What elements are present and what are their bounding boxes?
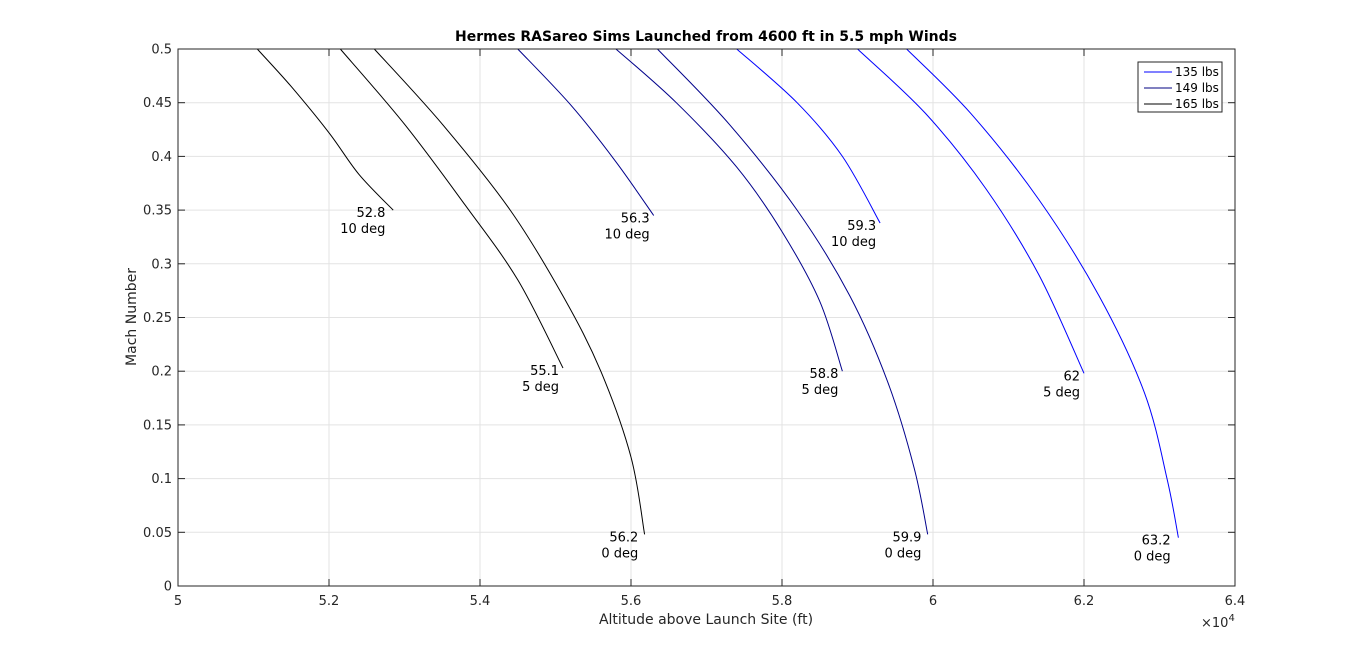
y-tick-label: 0.2 xyxy=(151,365,172,380)
annotation-value: 56.3 xyxy=(621,211,650,226)
x-exponent-base: ×10 xyxy=(1201,616,1228,631)
series-line xyxy=(736,48,881,224)
ticks-group: 5 5.2 5.4 5.6 5.8 6 6.2 6.4 0 0.05 0.1 0.15 0.2 0.25 0… xyxy=(143,43,1245,610)
annotation-angle: 10 deg xyxy=(604,227,649,242)
annotation-angle: 10 deg xyxy=(831,235,876,250)
annotation-value: 58.8 xyxy=(809,367,838,382)
annotation-value: 59.9 xyxy=(892,530,921,545)
x-axis-exponent: ×104 xyxy=(1201,613,1235,631)
x-tick-label: 5 xyxy=(174,594,182,609)
annotation-angle: 5 deg xyxy=(801,383,838,398)
series-line xyxy=(857,48,1085,374)
annotation-angle: 0 deg xyxy=(885,546,922,561)
y-tick-label: 0.15 xyxy=(143,418,172,433)
annotation-value: 56.2 xyxy=(609,530,638,545)
series-line xyxy=(256,48,394,211)
legend: 135 lbs 149 lbs 165 lbs xyxy=(1137,61,1223,113)
annotation-value: 63.2 xyxy=(1142,534,1171,549)
x-tick-label: 6 xyxy=(929,594,937,609)
y-tick-label: 0.45 xyxy=(143,96,172,111)
x-exponent-power: 4 xyxy=(1228,613,1234,624)
series-line xyxy=(373,48,646,535)
x-tick-label: 6.4 xyxy=(1225,594,1246,609)
series-group xyxy=(256,48,1179,538)
y-tick-label: 0.35 xyxy=(143,204,172,219)
series-line xyxy=(906,48,1179,538)
chart-title: Hermes RASareo Sims Launched from 4600 f… xyxy=(455,29,957,45)
series-line xyxy=(657,48,929,535)
x-tick-label: 5.8 xyxy=(772,594,793,609)
x-axis-label: Altitude above Launch Site (ft) xyxy=(599,612,813,628)
series-line xyxy=(615,48,843,372)
annotation-angle: 0 deg xyxy=(601,546,638,561)
y-tick-label: 0.4 xyxy=(151,150,172,165)
legend-label: 149 lbs xyxy=(1175,81,1219,95)
annotation-value: 59.3 xyxy=(847,219,876,234)
legend-label: 165 lbs xyxy=(1175,97,1219,111)
annotation-angle: 5 deg xyxy=(1043,385,1080,400)
grid xyxy=(178,49,1235,586)
y-axis-label: Mach Number xyxy=(124,268,140,366)
y-tick-label: 0.5 xyxy=(151,43,172,58)
annotation-value: 62 xyxy=(1063,369,1080,384)
annotation-value: 52.8 xyxy=(356,206,385,221)
y-tick-label: 0.25 xyxy=(143,311,172,326)
annotation-angle: 5 deg xyxy=(522,380,559,395)
x-tick-label: 5.6 xyxy=(621,594,642,609)
legend-label: 135 lbs xyxy=(1175,65,1219,79)
y-tick-label: 0.1 xyxy=(151,472,172,487)
y-tick-label: 0.05 xyxy=(143,526,172,541)
x-tick-label: 5.4 xyxy=(470,594,491,609)
y-tick-label: 0.3 xyxy=(151,257,172,272)
series-line xyxy=(517,48,655,216)
x-tick-label: 6.2 xyxy=(1074,594,1095,609)
series-line xyxy=(339,48,564,369)
annotation-value: 55.1 xyxy=(530,364,559,379)
annotation-angle: 10 deg xyxy=(340,222,385,237)
x-tick-label: 5.2 xyxy=(319,594,340,609)
y-tick-label: 0 xyxy=(164,580,172,595)
annotation-angle: 0 deg xyxy=(1134,550,1171,565)
